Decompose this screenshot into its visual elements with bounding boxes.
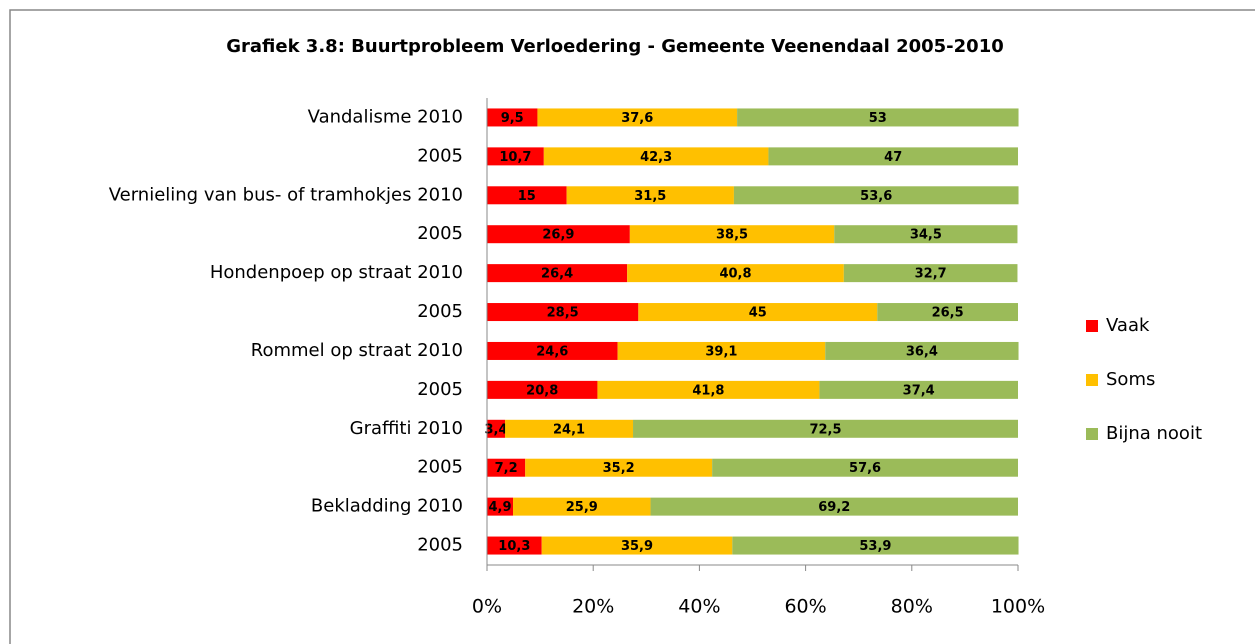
legend-label: Vaak: [1106, 315, 1150, 336]
data-label: 4,9: [488, 500, 511, 515]
bar-segment: [638, 303, 878, 322]
y-tick-label: 2005: [417, 301, 463, 322]
data-label: 35,2: [603, 461, 635, 476]
bar-segment: [487, 458, 526, 477]
bar-segment: [487, 303, 639, 322]
data-label: 35,9: [621, 539, 653, 554]
y-tick-label: 2005: [417, 535, 463, 556]
x-tick-label: 100%: [991, 596, 1045, 618]
legend-swatch: [1086, 320, 1098, 332]
legend-label: Bijna nooit: [1106, 423, 1202, 444]
bar-segment: [543, 147, 769, 166]
data-label: 42,3: [640, 150, 672, 165]
data-label: 7,2: [495, 461, 518, 476]
data-label: 53: [869, 111, 887, 126]
bar-segment: [566, 186, 734, 205]
data-label: 3,4: [485, 422, 508, 437]
legend-label: Soms: [1106, 369, 1155, 390]
y-tick-label: Graffiti 2010: [350, 418, 463, 439]
y-tick-label: 2005: [417, 457, 463, 478]
data-label: 45: [749, 306, 767, 321]
x-tick-label: 40%: [678, 596, 720, 618]
bar-segment: [825, 341, 1019, 360]
y-tick-label: 2005: [417, 379, 463, 400]
data-label: 26,4: [541, 267, 573, 282]
data-label: 24,1: [553, 422, 585, 437]
data-label: 47: [884, 150, 902, 165]
bar-segment: [487, 108, 538, 127]
bar-segment: [487, 186, 567, 205]
data-label: 40,8: [719, 267, 751, 282]
x-tick-label: 80%: [891, 596, 933, 618]
bar-segment: [843, 264, 1018, 283]
data-label: 28,5: [547, 306, 579, 321]
data-label: 34,5: [910, 228, 942, 243]
y-tick-label: Vandalisme 2010: [308, 106, 463, 127]
data-label: 24,6: [536, 344, 568, 359]
data-label: 53,6: [860, 189, 892, 204]
bar-segment: [487, 380, 598, 399]
bar-segment: [487, 497, 514, 516]
data-label: 69,2: [818, 500, 850, 515]
bar-segment: [487, 264, 628, 283]
bar-segment: [487, 147, 544, 166]
y-tick-label: Rommel op straat 2010: [251, 340, 463, 361]
bar-segment: [513, 497, 651, 516]
bar-segment: [834, 225, 1018, 244]
data-label: 37,4: [903, 383, 935, 398]
data-label: 38,5: [716, 228, 748, 243]
data-label: 15: [518, 189, 536, 204]
y-tick-label: Bekladding 2010: [311, 496, 463, 517]
bar-segment: [617, 341, 826, 360]
y-tick-label: 2005: [417, 223, 463, 244]
legend-swatch: [1086, 428, 1098, 440]
data-label: 20,8: [526, 383, 558, 398]
bar-segment: [629, 225, 835, 244]
y-tick-label: Vernieling van bus- of tramhokjes 2010: [109, 184, 463, 205]
bar-segment: [597, 380, 820, 399]
data-label: 10,3: [498, 539, 530, 554]
bar-segment: [541, 536, 733, 555]
bar-segment: [537, 108, 738, 127]
bar-segment: [487, 536, 542, 555]
data-label: 41,8: [692, 383, 724, 398]
data-label: 31,5: [634, 189, 666, 204]
bar-segment: [733, 186, 1019, 205]
data-label: 36,4: [906, 344, 938, 359]
data-label: 26,9: [542, 228, 574, 243]
bar-segment: [487, 341, 618, 360]
x-tick-label: 60%: [784, 596, 826, 618]
x-tick-label: 20%: [572, 596, 614, 618]
data-label: 9,5: [501, 111, 524, 126]
data-label: 37,6: [621, 111, 653, 126]
bar-segment: [737, 108, 1019, 127]
bar-segment: [877, 303, 1018, 322]
data-label: 32,7: [915, 267, 947, 282]
data-label: 10,7: [499, 150, 531, 165]
bar-segment: [633, 419, 1018, 438]
data-label: 57,6: [849, 461, 881, 476]
bar-segment: [505, 419, 634, 438]
x-tick-label: 0%: [472, 596, 502, 618]
data-label: 53,9: [859, 539, 891, 554]
data-label: 72,5: [809, 422, 841, 437]
bar-segment: [487, 225, 630, 244]
y-tick-label: Hondenpoep op straat 2010: [210, 262, 463, 283]
bar-segment: [819, 380, 1018, 399]
bar-segment: [627, 264, 844, 283]
bar-segment: [732, 536, 1019, 555]
bar-segment: [768, 147, 1018, 166]
data-label: 25,9: [566, 500, 598, 515]
bar-segment: [525, 458, 713, 477]
bar-segment: [712, 458, 1018, 477]
y-tick-label: 2005: [417, 145, 463, 166]
data-label: 39,1: [705, 344, 737, 359]
legend-swatch: [1086, 374, 1098, 386]
data-label: 26,5: [932, 306, 964, 321]
bar-segment: [650, 497, 1018, 516]
chart-title: Grafiek 3.8: Buurtprobleem Verloedering …: [226, 36, 1004, 57]
bar-segment: [487, 419, 506, 438]
